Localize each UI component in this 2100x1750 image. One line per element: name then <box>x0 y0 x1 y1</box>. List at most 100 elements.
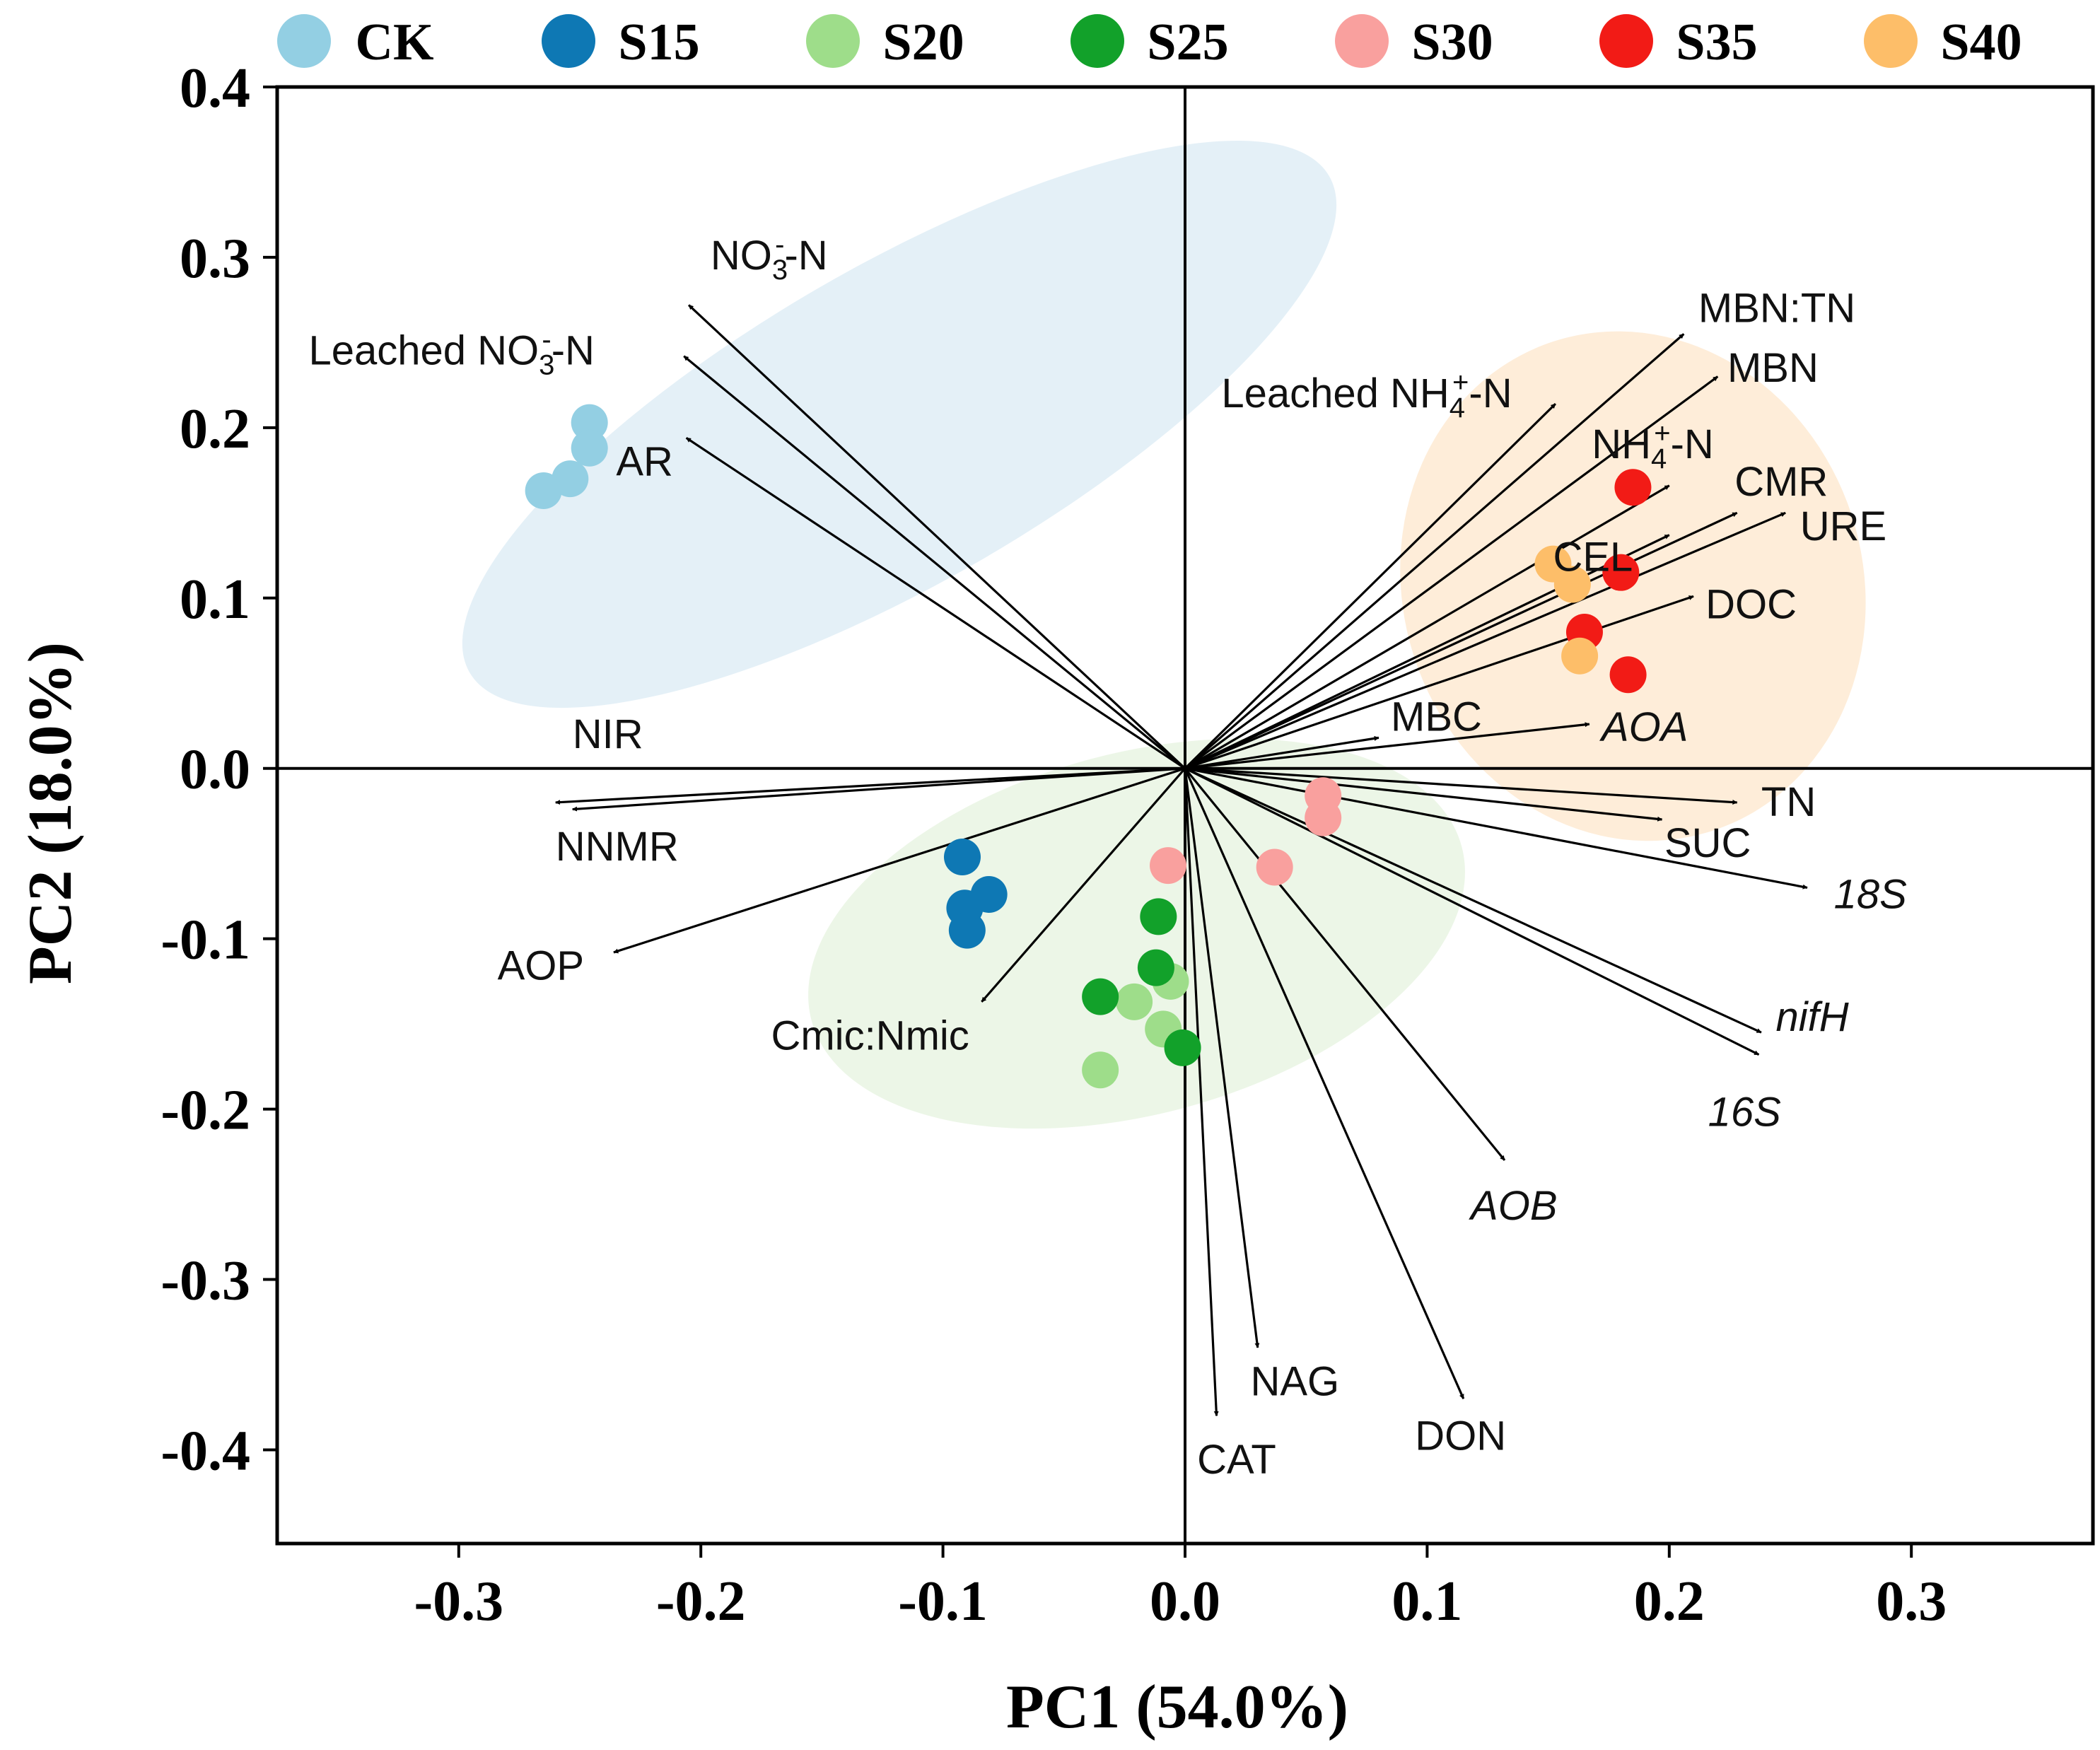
legend-label-s15: S15 <box>618 13 699 71</box>
legend-marker-s20 <box>806 14 860 68</box>
label-cmr: CMR <box>1734 459 1828 505</box>
y-tick-label: 0.1 <box>180 568 250 631</box>
arrow-leached-no3-n <box>683 355 1186 769</box>
legend-marker-s25 <box>1071 14 1124 68</box>
x-axis-title: PC1 (54.0%) <box>1006 1673 1348 1742</box>
y-tick-label: 0.2 <box>180 398 250 460</box>
label-mbc: MBC <box>1391 694 1482 740</box>
arrow-nnmr <box>572 767 1186 812</box>
x-tick-label: 0.3 <box>1876 1570 1947 1633</box>
point-s30-1 <box>1150 847 1187 885</box>
arrow-aop <box>613 767 1186 954</box>
point-s25-4 <box>1164 1029 1201 1066</box>
y-tick-label: 0.0 <box>180 739 250 801</box>
loading-labels: NO3--N Leached NO3--N AR NIR NNMR AOP Cmic:Nmi… <box>309 229 1908 1483</box>
arrow-18s <box>1184 767 1808 889</box>
arrow-nag <box>1184 768 1260 1348</box>
point-s30-3 <box>1305 799 1342 836</box>
label-cmic-nmic: Cmic:Nmic <box>771 1013 969 1058</box>
arrow-mbn-tn <box>1184 333 1685 769</box>
label-nag: NAG <box>1250 1358 1339 1404</box>
legend-label-s35: S35 <box>1676 13 1757 71</box>
arrow-mbn <box>1184 375 1719 770</box>
x-tick-label: -0.2 <box>656 1570 746 1633</box>
point-s15-1 <box>943 839 981 876</box>
label-18s: 18S <box>1834 871 1908 917</box>
legend-label-ck: CK <box>356 13 434 71</box>
arrow-aob <box>1184 767 1506 1161</box>
y-tick-label: 0.3 <box>180 228 250 290</box>
arrow-don <box>1184 768 1465 1399</box>
arrow-leached-nh4-n <box>1184 403 1556 769</box>
point-ck-4 <box>525 472 562 510</box>
arrow-cmic-nmic <box>981 767 1186 1003</box>
legend-marker-s15 <box>542 14 595 68</box>
low-dose-ellipse <box>808 738 1465 1129</box>
label-tn: TN <box>1761 779 1816 825</box>
point-s25-1 <box>1140 898 1177 935</box>
label-suc: SUC <box>1664 820 1751 866</box>
arrow-aoa <box>1184 722 1590 770</box>
arrow-ar <box>685 436 1186 770</box>
arrow-16s <box>1184 767 1760 1056</box>
label-cat: CAT <box>1197 1437 1276 1483</box>
label-ure: URE <box>1800 503 1886 549</box>
label-aop: AOP <box>498 943 585 989</box>
point-s35-4 <box>1609 656 1647 694</box>
label-nnmr: NNMR <box>556 824 679 870</box>
arrow-mbc <box>1184 735 1379 770</box>
label-don: DON <box>1415 1413 1506 1459</box>
point-s15-4 <box>948 911 986 949</box>
arrow-cel <box>1184 534 1670 770</box>
legend: CK S15 S20 S25 S30 S35 S40 <box>277 13 2022 71</box>
sample-points <box>525 404 1652 1089</box>
x-axis: -0.3 -0.2 -0.1 0.0 0.1 0.2 0.3 <box>414 1544 1947 1633</box>
label-ar: AR <box>616 438 673 484</box>
y-axis: 0.4 0.3 0.2 0.1 0.0 -0.1 -0.2 -0.3 -0.4 <box>161 57 277 1482</box>
arrow-nir <box>555 767 1186 805</box>
x-tick-label: 0.2 <box>1634 1570 1705 1633</box>
x-tick-label: 0.1 <box>1392 1570 1462 1633</box>
label-leached-no3-n: Leached NO3--N <box>309 325 595 381</box>
label-leached-nh4-n: Leached NH4+-N <box>1221 367 1512 424</box>
label-nir: NIR <box>573 711 643 757</box>
label-aob: AOB <box>1469 1183 1558 1229</box>
point-s35-2 <box>1602 554 1640 591</box>
legend-marker-s35 <box>1599 14 1653 68</box>
y-tick-label: -0.3 <box>161 1250 250 1312</box>
label-aoa: AOA <box>1599 704 1688 750</box>
x-tick-label: 0.0 <box>1150 1570 1220 1633</box>
label-nifh: nifH <box>1775 994 1848 1040</box>
y-tick-label: -0.2 <box>161 1080 250 1142</box>
y-tick-label: -0.4 <box>161 1420 250 1482</box>
point-s25-2 <box>1137 949 1174 986</box>
arrow-suc <box>1184 767 1663 822</box>
point-ck-2 <box>571 429 608 467</box>
point-s20-4 <box>1082 1051 1119 1089</box>
point-s35-1 <box>1614 469 1652 506</box>
label-mbn: MBN <box>1727 345 1819 391</box>
x-tick-label: -0.1 <box>898 1570 988 1633</box>
arrow-no3-n <box>687 304 1186 769</box>
label-no3-n: NO3--N <box>711 229 828 286</box>
arrow-ure <box>1184 511 1786 770</box>
legend-label-s30: S30 <box>1411 13 1493 71</box>
arrow-cat <box>1184 768 1219 1416</box>
point-s40-2 <box>1553 566 1591 603</box>
label-nh4-n: NH4+-N <box>1592 418 1714 474</box>
arrow-nifh <box>1184 767 1762 1034</box>
arrow-tn <box>1184 767 1738 805</box>
label-cel: CEL <box>1553 534 1633 580</box>
label-16s: 16S <box>1708 1090 1782 1136</box>
arrow-cmr <box>1184 511 1738 770</box>
legend-marker-s30 <box>1335 14 1389 68</box>
y-axis-title: PC2 (18.0%) <box>16 642 85 984</box>
legend-marker-ck <box>277 14 331 68</box>
point-s40-3 <box>1561 637 1599 675</box>
legend-label-s20: S20 <box>882 13 964 71</box>
label-mbn-tn: MBN:TN <box>1698 285 1855 331</box>
point-s20-1 <box>1116 983 1153 1020</box>
ck-ellipse <box>462 141 1337 708</box>
legend-label-s40: S40 <box>1940 13 2022 71</box>
